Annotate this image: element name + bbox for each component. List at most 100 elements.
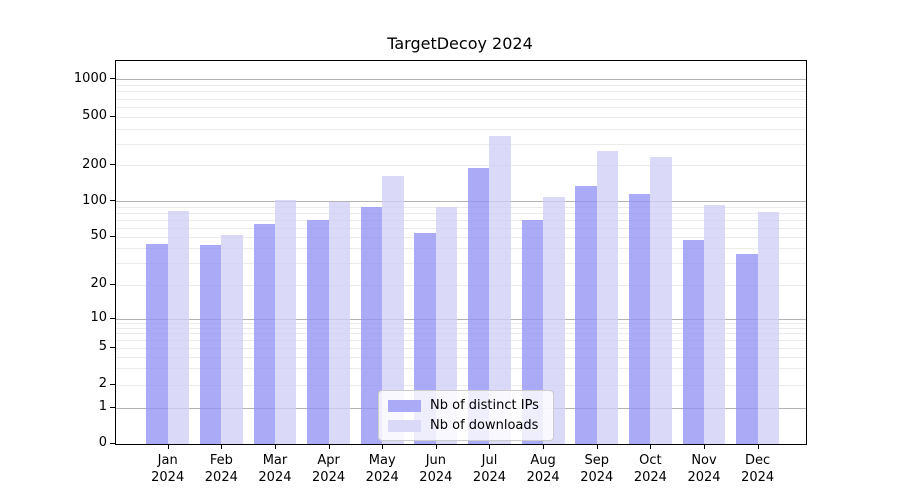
xtick-label-may: May 2024 [365,453,399,485]
ytick-label-500: 500 [82,108,107,124]
minor-gridline-8 [116,327,806,329]
xtick-mark-feb [221,444,223,449]
bar-nb-of-downloads-may [382,175,404,444]
minor-gridline-400 [116,128,806,130]
minor-gridline-200 [116,165,806,167]
bar-nb-of-distinct-ips-sep [575,186,597,444]
bar-nb-of-downloads-aug [543,196,565,444]
bar-nb-of-distinct-ips-jul [468,168,490,444]
xtick-label-jan: Jan 2024 [151,453,185,485]
ytick-label-2: 2 [98,376,107,391]
bar-nb-of-downloads-apr [328,201,350,444]
legend-label-downloads: Nb of downloads [430,418,539,433]
xtick-mark-jun [435,444,437,449]
bar-nb-of-distinct-ips-apr [307,220,329,444]
minor-gridline-3 [116,368,806,370]
ytick-mark-2 [110,383,115,385]
bar-nb-of-downloads-dec [757,211,780,444]
ytick-mark-100 [110,200,115,202]
ytick-mark-5 [110,346,115,348]
plot-area: Nb of distinct IPs Nb of downloads [115,60,807,445]
ytick-mark-200 [110,164,115,166]
xtick-label-oct: Oct 2024 [633,453,667,485]
minor-gridline-2 [116,384,806,386]
ytick-mark-20 [110,283,115,285]
xtick-mark-dec [757,444,759,449]
xtick-label-apr: Apr 2024 [312,453,346,485]
bar-nb-of-distinct-ips-feb [199,245,222,444]
xtick-label-mar: Mar 2024 [258,453,292,485]
legend-item-distinct-ips: Nb of distinct IPs [388,398,539,413]
ytick-mark-1000 [110,78,115,80]
bar-nb-of-downloads-oct [650,157,672,444]
bar-nb-of-distinct-ips-mar [253,223,275,444]
xtick-mark-jul [489,444,491,449]
bar-nb-of-downloads-jan [167,210,190,444]
xtick-label-jun: Jun 2024 [419,453,453,485]
legend: Nb of distinct IPs Nb of downloads [378,390,554,441]
xtick-mark-nov [704,444,705,449]
minor-gridline-20 [116,284,806,286]
xtick-mark-jan [167,444,169,449]
xtick-label-jul: Jul 2024 [472,453,507,485]
minor-gridline-60 [116,227,806,229]
bar-nb-of-distinct-ips-oct [628,193,651,444]
ytick-label-1000: 1000 [73,70,107,86]
bar-nb-of-downloads-nov [704,204,726,444]
xtick-label-feb: Feb 2024 [204,453,238,485]
bar-nb-of-downloads-jun [435,207,458,444]
ytick-mark-10 [110,317,115,319]
minor-gridline-5 [116,347,806,349]
bar-nb-of-downloads-mar [274,200,297,444]
bar-nb-of-downloads-jul [489,136,511,444]
ytick-label-0: 0 [98,435,107,450]
minor-gridline-7 [116,333,806,335]
minor-gridline-80 [116,212,806,214]
xtick-label-nov: Nov 2024 [687,453,721,485]
minor-gridline-30 [116,263,806,265]
ytick-mark-1 [110,406,115,408]
xtick-mark-apr [328,444,330,449]
ytick-label-50: 50 [90,228,107,244]
minor-gridline-4 [116,356,806,358]
xtick-mark-mar [274,444,276,449]
minor-gridline-300 [116,143,806,145]
minor-gridline-800 [116,91,806,93]
minor-gridline-500 [116,116,806,118]
xtick-label-sep: Sep 2024 [580,453,614,485]
chart-title: TargetDecoy 2024 [387,34,533,53]
minor-gridline-90 [116,206,806,208]
bar-nb-of-distinct-ips-jan [146,244,168,444]
ytick-mark-50 [110,235,115,237]
bar-nb-of-distinct-ips-may [360,207,383,444]
xtick-mark-may [382,444,384,449]
minor-gridline-40 [116,248,806,250]
xtick-mark-aug [543,444,545,449]
xtick-mark-sep [596,444,598,449]
minor-gridline-9 [116,322,806,324]
minor-gridline-50 [116,236,806,238]
xtick-label-aug: Aug 2024 [526,453,560,485]
minor-gridline-700 [116,98,806,100]
ytick-mark-0 [110,442,115,444]
xtick-label-dec: Dec 2024 [741,453,775,485]
ytick-label-5: 5 [98,339,107,354]
major-gridline-10 [116,318,806,320]
bar-nb-of-distinct-ips-dec [736,254,758,444]
minor-gridline-6 [116,339,806,341]
major-gridline-100 [116,201,806,203]
legend-label-distinct-ips: Nb of distinct IPs [430,398,539,413]
legend-swatch-downloads [388,419,421,432]
minor-gridline-600 [116,106,806,108]
minor-gridline-900 [116,84,806,86]
bar-nb-of-downloads-feb [221,235,243,444]
ytick-label-10: 10 [90,310,107,325]
major-gridline-1000 [116,79,806,81]
ytick-label-20: 20 [90,276,107,291]
ytick-label-1: 1 [98,399,107,415]
xtick-mark-oct [650,444,652,449]
ytick-mark-500 [110,115,115,117]
bar-nb-of-distinct-ips-nov [682,239,704,444]
bar-nb-of-distinct-ips-aug [521,220,544,444]
